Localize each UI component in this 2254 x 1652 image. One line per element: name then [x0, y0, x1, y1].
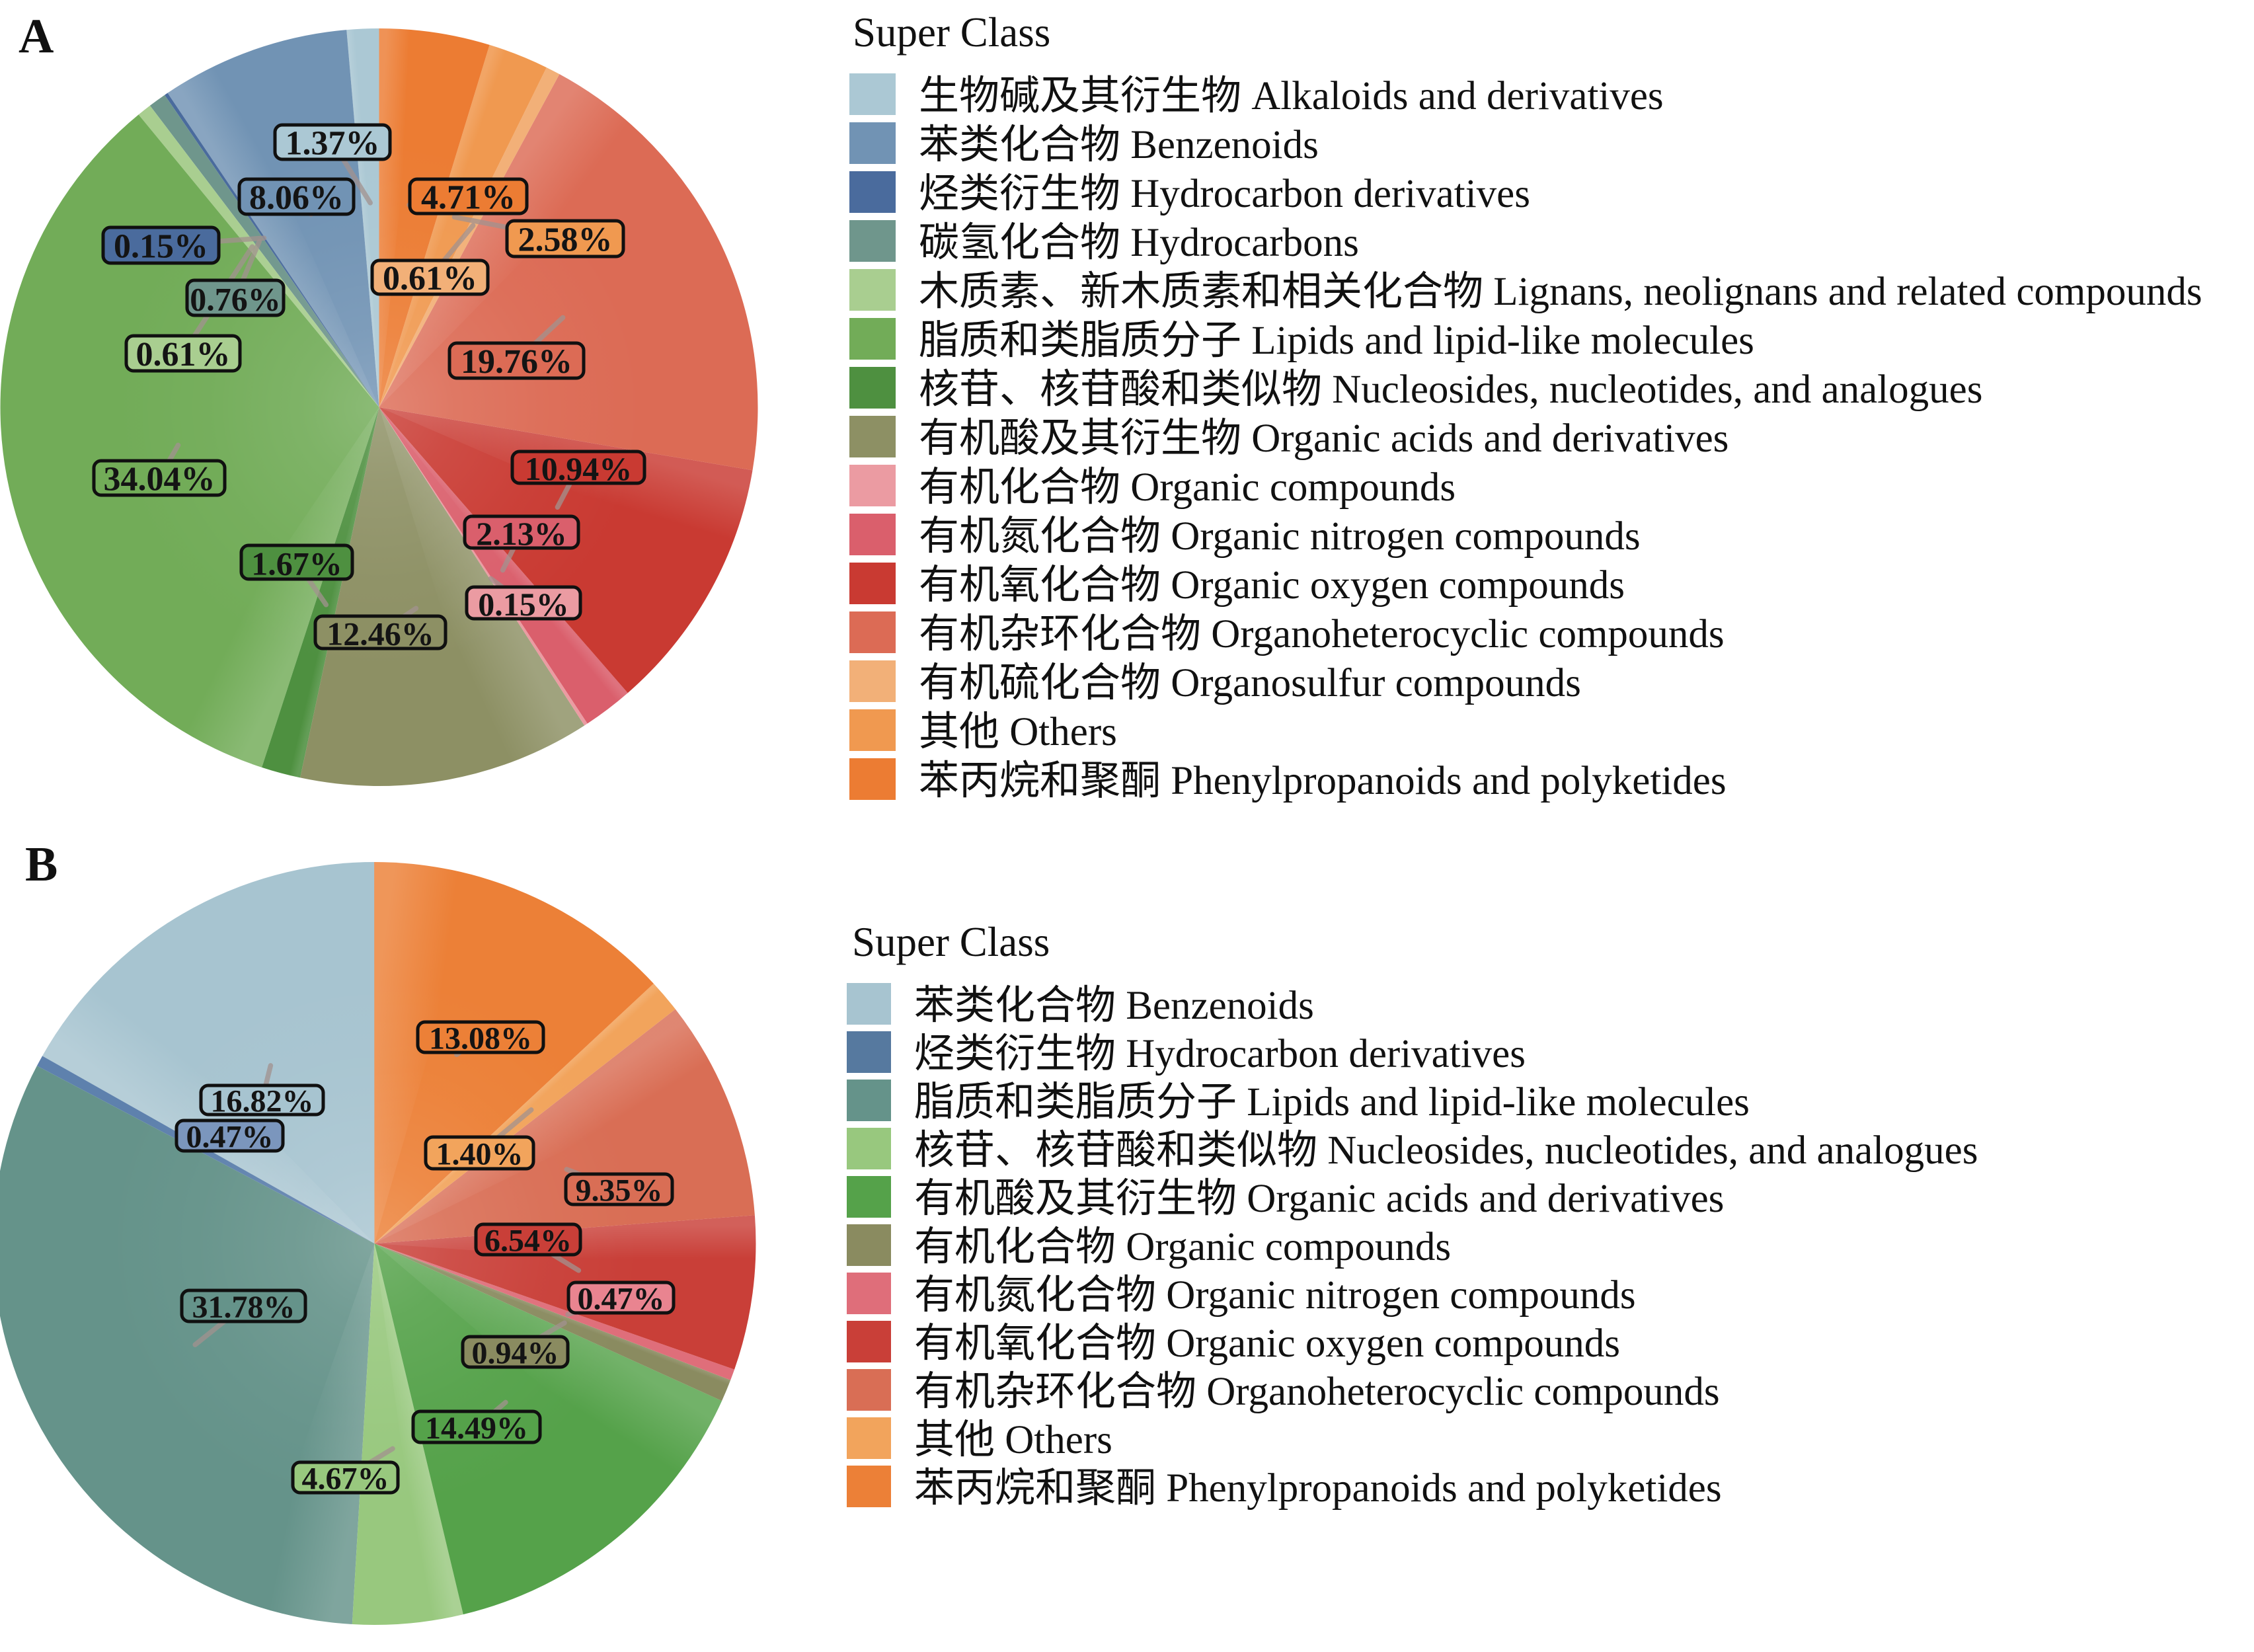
svg-text:烃类衍生物 Hydrocarbon derivatives: 烃类衍生物 Hydrocarbon derivatives [919, 172, 1530, 216]
svg-text:B: B [25, 838, 58, 892]
svg-text:有机硫化合物 Organosulfur compounds: 有机硫化合物 Organosulfur compounds [919, 661, 1581, 705]
svg-text:14.49%: 14.49% [425, 1411, 528, 1446]
svg-text:0.15%: 0.15% [114, 228, 208, 266]
svg-text:有机氧化合物 Organic oxygen compound: 有机氧化合物 Organic oxygen compounds [919, 563, 1625, 608]
svg-text:A: A [19, 9, 54, 63]
svg-text:有机酸及其衍生物 Organic acids and der: 有机酸及其衍生物 Organic acids and derivatives [914, 1177, 1724, 1221]
svg-text:碳氢化合物 Hydrocarbons: 碳氢化合物 Hydrocarbons [919, 221, 1359, 265]
svg-text:其他 Others: 其他 Others [919, 710, 1117, 754]
svg-text:Super Class: Super Class [853, 9, 1050, 56]
svg-text:0.61%: 0.61% [136, 336, 231, 374]
svg-text:6.54%: 6.54% [485, 1224, 572, 1259]
svg-text:生物碱及其衍生物 Alkaloids and derivat: 生物碱及其衍生物 Alkaloids and derivatives [919, 74, 1664, 118]
svg-text:有机氧化合物 Organic oxygen compound: 有机氧化合物 Organic oxygen compounds [914, 1321, 1620, 1366]
svg-text:0.61%: 0.61% [383, 260, 477, 297]
svg-text:有机杂环化合物 Organoheterocyclic com: 有机杂环化合物 Organoheterocyclic compounds [919, 612, 1725, 656]
svg-text:有机杂环化合物 Organoheterocyclic com: 有机杂环化合物 Organoheterocyclic compounds [914, 1370, 1720, 1414]
svg-text:0.47%: 0.47% [186, 1120, 274, 1155]
svg-text:1.40%: 1.40% [436, 1137, 524, 1172]
svg-text:16.82%: 16.82% [211, 1084, 314, 1119]
svg-text:有机酸及其衍生物 Organic acids and der: 有机酸及其衍生物 Organic acids and derivatives [919, 416, 1729, 461]
svg-text:有机氮化合物 Organic nitrogen compou: 有机氮化合物 Organic nitrogen compounds [914, 1273, 1636, 1318]
svg-text:脂质和类脂质分子 Lipids and lipid-like: 脂质和类脂质分子 Lipids and lipid-like molecules [914, 1080, 1750, 1124]
svg-text:2.13%: 2.13% [476, 515, 567, 552]
svg-text:31.78%: 31.78% [192, 1290, 295, 1325]
svg-text:苯丙烷和聚酮 Phenylpropanoids and po: 苯丙烷和聚酮 Phenylpropanoids and polyketides [919, 759, 1727, 803]
svg-text:0.94%: 0.94% [472, 1336, 559, 1371]
svg-text:Super Class: Super Class [852, 919, 1050, 965]
svg-text:13.08%: 13.08% [429, 1021, 532, 1056]
svg-text:12.46%: 12.46% [327, 615, 434, 652]
svg-text:苯类化合物 Benzenoids: 苯类化合物 Benzenoids [919, 123, 1319, 167]
svg-text:核苷、核苷酸和类似物 Nucleosides, nucleo: 核苷、核苷酸和类似物 Nucleosides, nucleotides, and… [914, 1128, 1978, 1173]
svg-text:核苷、核苷酸和类似物 Nucleosides, nucleo: 核苷、核苷酸和类似物 Nucleosides, nucleotides, and… [919, 368, 1982, 412]
svg-text:烃类衍生物 Hydrocarbon derivatives: 烃类衍生物 Hydrocarbon derivatives [914, 1032, 1526, 1076]
svg-text:4.67%: 4.67% [302, 1462, 389, 1497]
svg-text:34.04%: 34.04% [104, 461, 215, 498]
svg-text:木质素、新木质素和相关化合物 Lignans, neolig: 木质素、新木质素和相关化合物 Lignans, neolignans and r… [919, 270, 2202, 314]
svg-text:8.06%: 8.06% [249, 179, 344, 217]
svg-text:0.47%: 0.47% [578, 1282, 665, 1317]
svg-text:其他 Others: 其他 Others [914, 1418, 1112, 1462]
svg-text:有机氮化合物 Organic nitrogen compou: 有机氮化合物 Organic nitrogen compounds [919, 514, 1641, 559]
svg-text:4.71%: 4.71% [421, 179, 516, 217]
svg-text:2.58%: 2.58% [518, 221, 613, 259]
svg-text:1.37%: 1.37% [286, 125, 380, 163]
svg-text:有机化合物 Organic compounds: 有机化合物 Organic compounds [914, 1225, 1451, 1269]
svg-text:0.76%: 0.76% [190, 281, 281, 318]
svg-text:0.15%: 0.15% [478, 586, 569, 623]
svg-text:9.35%: 9.35% [576, 1173, 663, 1208]
svg-text:19.76%: 19.76% [461, 343, 572, 381]
svg-text:苯类化合物 Benzenoids: 苯类化合物 Benzenoids [914, 984, 1314, 1028]
svg-text:10.94%: 10.94% [525, 450, 633, 487]
svg-text:1.67%: 1.67% [251, 545, 342, 582]
svg-text:脂质和类脂质分子 Lipids and lipid-like: 脂质和类脂质分子 Lipids and lipid-like molecules [919, 319, 1754, 363]
svg-text:苯丙烷和聚酮 Phenylpropanoids and po: 苯丙烷和聚酮 Phenylpropanoids and polyketides [914, 1466, 1722, 1511]
svg-text:有机化合物 Organic compounds: 有机化合物 Organic compounds [919, 465, 1456, 510]
